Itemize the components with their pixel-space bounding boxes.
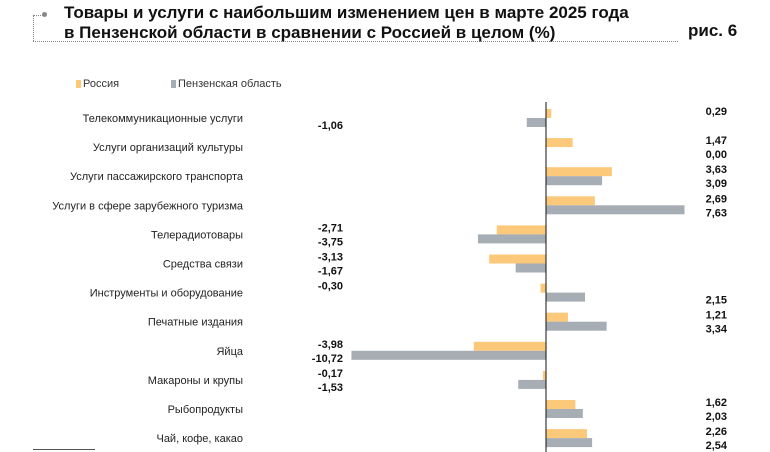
title-frame (33, 15, 43, 16)
legend-swatch-russia (76, 80, 81, 88)
bar-penza (546, 409, 583, 418)
data-label: -1,06 (318, 120, 343, 132)
category-label: Рыбопродукты (168, 404, 244, 416)
data-label: -3,75 (318, 236, 343, 248)
bar-russia (473, 341, 546, 351)
data-label: -3,13 (318, 252, 343, 264)
bar-penza (515, 263, 546, 273)
bar-russia (546, 429, 588, 439)
bar-russia (546, 167, 612, 177)
category-label: Телекоммуникационные услуги (83, 113, 243, 125)
data-label: 2,15 (706, 295, 727, 307)
category-label: Телерадиотовары (151, 229, 243, 241)
bar-russia (546, 196, 595, 206)
data-label: 2,03 (706, 411, 727, 423)
data-label: -2,71 (318, 222, 343, 234)
data-label: 0,00 (706, 149, 727, 161)
chart-title: Товары и услуги с наибольшим изменением … (64, 3, 629, 43)
figure-label: рис. 6 (688, 21, 738, 40)
data-label: 3,09 (706, 178, 727, 190)
data-label: 3,63 (706, 164, 727, 176)
bar-russia (546, 400, 576, 409)
data-label: 1,62 (706, 397, 727, 409)
data-label: -1,67 (318, 266, 343, 278)
bar-penza (546, 292, 586, 302)
category-label: Инструменты и оборудование (90, 288, 243, 300)
data-label: -0,30 (318, 281, 343, 293)
data-label: 3,34 (706, 324, 728, 336)
title-underline (33, 41, 678, 42)
data-label: 2,69 (706, 193, 727, 205)
title-marker (42, 12, 47, 17)
bar-penza (546, 438, 593, 448)
category-label: Чай, кофе, какао (156, 433, 243, 445)
category-label: Услуги пассажирского транспорта (70, 171, 244, 183)
bar-russia (489, 254, 546, 264)
legend-item-penza: Пензенская область (171, 78, 282, 90)
category-label: Яйца (216, 346, 243, 358)
bar-russia (546, 138, 573, 148)
category-label: Печатные издания (148, 317, 243, 329)
legend-label: Пензенская область (178, 78, 282, 90)
category-label: Услуги организаций культуры (93, 142, 243, 154)
bar-russia (496, 225, 546, 235)
title-line-1: Товары и услуги с наибольшим изменением … (64, 3, 629, 22)
bar-penza (518, 379, 546, 389)
legend-label: Россия (83, 78, 120, 90)
data-label: 7,63 (706, 207, 727, 219)
data-label: -0,17 (318, 368, 343, 380)
data-label: -1,53 (318, 382, 343, 394)
data-label: 1,47 (706, 135, 727, 147)
data-label: 2,26 (706, 426, 727, 438)
bar-penza (351, 350, 546, 360)
data-label: -3,98 (318, 339, 343, 351)
bar-russia (540, 283, 546, 293)
bar-penza (546, 176, 603, 186)
data-label: -10,72 (312, 353, 343, 365)
title-frame (33, 15, 34, 41)
data-label: 2,54 (706, 440, 728, 452)
category-label: Средства связи (163, 259, 243, 271)
bar-penza (477, 234, 546, 244)
category-label: Услуги в сфере зарубежного туризма (52, 200, 244, 212)
legend-item-russia: Россия (76, 78, 119, 90)
bar-penza (546, 205, 685, 215)
title-line-2: в Пензенской области в сравнении с Росси… (64, 23, 556, 42)
bar-penza (526, 118, 546, 127)
bar-russia (546, 312, 568, 322)
category-label: Макароны и крупы (148, 375, 243, 387)
bar-russia (546, 109, 552, 118)
data-label: 1,21 (706, 310, 727, 322)
bar-penza (546, 321, 607, 331)
footnote-divider (33, 449, 95, 450)
legend-swatch-penza (171, 80, 176, 88)
bar-russia (542, 370, 546, 380)
data-label: 0,29 (706, 106, 727, 118)
